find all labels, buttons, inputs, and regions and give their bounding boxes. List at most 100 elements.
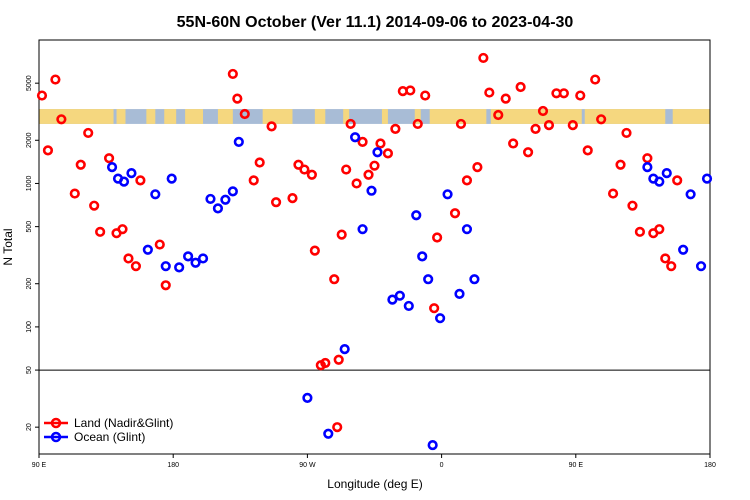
land-data-point: [455, 118, 467, 130]
land-data-point: [329, 274, 340, 285]
legend-entry-land: Land (Nadir&Glint): [44, 416, 173, 430]
land-data-point: [558, 88, 569, 99]
ocean-data-point: [461, 224, 473, 235]
band-land-segment: [217, 109, 233, 124]
ocean-data-point: [183, 251, 194, 262]
land-data-point: [130, 261, 142, 272]
land-data-point: [50, 74, 61, 85]
x-tick-label: 90 E: [32, 462, 47, 469]
land-data-point: [270, 197, 282, 208]
land-data-point: [306, 169, 317, 180]
band-land-segment: [672, 109, 710, 124]
ocean-data-point: [678, 244, 689, 255]
land-data-point: [537, 105, 549, 117]
land-data-point: [429, 303, 440, 314]
ocean-data-point: [350, 132, 361, 143]
y-tick-label: 50: [26, 366, 33, 374]
land-data-point: [596, 114, 607, 125]
ocean-data-point: [442, 189, 453, 200]
land-data-point: [627, 200, 638, 211]
y-tick-label: 500: [26, 221, 33, 233]
land-data-point: [332, 422, 343, 433]
land-data-point: [590, 74, 601, 85]
land-data-point: [36, 90, 48, 101]
ocean-data-point: [220, 194, 231, 205]
y-tick-label: 100: [26, 321, 33, 333]
land-data-point: [341, 164, 352, 175]
ocean-data-point: [701, 173, 713, 184]
land-data-point: [89, 200, 100, 211]
land-data-point: [642, 153, 653, 164]
band-land-segment: [146, 109, 156, 124]
ocean-data-point: [642, 162, 653, 173]
band-land-segment: [39, 109, 114, 124]
land-data-point: [75, 159, 86, 170]
ocean-data-point: [339, 344, 350, 355]
land-data-point: [478, 52, 489, 64]
ocean-data-point: [106, 162, 118, 173]
land-data-point: [420, 90, 431, 101]
land-data-point: [660, 253, 671, 264]
land-data-point: [449, 208, 461, 219]
legend-entry-ocean: Ocean (Glint): [44, 430, 145, 444]
band-land-segment: [164, 109, 177, 124]
y-tick-label: 2000: [26, 132, 33, 148]
surface-type-band: [39, 109, 710, 124]
band-land-segment: [343, 109, 350, 124]
x-axis-label: Longitude (deg E): [327, 477, 422, 491]
data-points: [36, 52, 713, 451]
ocean-data-point: [302, 392, 313, 403]
land-data-point: [582, 145, 593, 156]
land-data-point: [299, 164, 310, 175]
ocean-data-point: [435, 313, 446, 324]
ocean-data-point: [323, 428, 334, 439]
legend-marker-ocean: [50, 431, 62, 443]
ocean-data-point: [174, 262, 185, 273]
land-data-point: [390, 123, 401, 135]
land-data-point: [484, 87, 495, 98]
ocean-data-point: [126, 168, 137, 179]
ocean-data-point: [394, 290, 405, 301]
land-data-point: [239, 108, 250, 120]
band-land-segment: [116, 109, 126, 124]
land-data-point: [666, 261, 677, 272]
ocean-data-point: [366, 185, 377, 196]
land-data-point: [254, 157, 265, 168]
land-data-point: [293, 159, 304, 170]
y-tick-label: 5000: [26, 75, 33, 91]
land-data-point: [117, 224, 128, 235]
land-data-point: [500, 93, 511, 104]
land-data-point: [95, 226, 106, 237]
band-land-segment: [490, 109, 582, 124]
ocean-data-point: [403, 300, 414, 312]
land-data-point: [345, 118, 356, 130]
land-data-point: [363, 169, 374, 180]
land-data-point: [522, 147, 534, 158]
land-data-point: [160, 280, 171, 291]
ocean-data-point: [387, 294, 398, 305]
land-data-point: [248, 175, 259, 186]
land-data-point: [405, 85, 416, 96]
land-data-point: [382, 148, 394, 159]
land-data-point: [375, 138, 386, 149]
ocean-data-point: [685, 189, 696, 200]
land-data-point: [634, 226, 646, 237]
y-axis: 20 50 100 200 500 1000 2000 5000: [26, 75, 39, 431]
x-tick-label: 0: [440, 462, 444, 469]
ocean-data-point: [197, 253, 209, 264]
land-data-point: [530, 123, 541, 135]
x-tick-label: 180: [167, 462, 179, 469]
ocean-data-point: [454, 288, 465, 299]
land-data-point: [672, 175, 683, 186]
y-tick-label: 20: [26, 423, 33, 431]
land-data-point: [232, 93, 243, 104]
chart-title: 55N-60N October (Ver 11.1) 2014-09-06 to…: [177, 14, 574, 31]
ocean-data-point: [166, 173, 177, 184]
land-data-point: [42, 145, 54, 156]
land-data-point: [543, 120, 555, 131]
ocean-data-point: [357, 224, 368, 235]
x-tick-label: 90 E: [569, 462, 584, 469]
land-data-point: [56, 114, 67, 125]
y-axis-label: N Total: [1, 228, 15, 265]
